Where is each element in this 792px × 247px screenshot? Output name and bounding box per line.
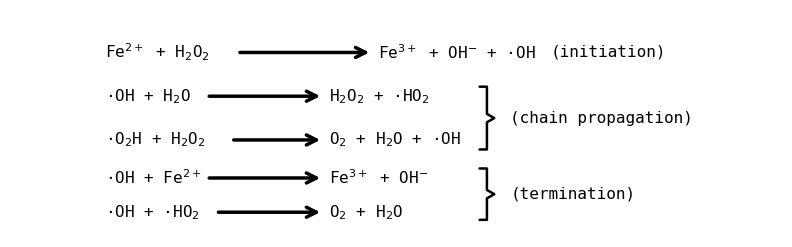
Text: ·OH + ·HO$_2$: ·OH + ·HO$_2$	[105, 203, 200, 222]
Text: ·O$_2$H + H$_2$O$_2$: ·O$_2$H + H$_2$O$_2$	[105, 131, 206, 149]
Text: ·OH + H$_2$O: ·OH + H$_2$O	[105, 87, 191, 105]
Text: O$_2$ + H$_2$O + ·OH: O$_2$ + H$_2$O + ·OH	[329, 131, 461, 149]
Text: H$_2$O$_2$ + ·HO$_2$: H$_2$O$_2$ + ·HO$_2$	[329, 87, 430, 105]
Text: Fe$^{3+}$ + OH$^{-}$: Fe$^{3+}$ + OH$^{-}$	[329, 169, 428, 187]
Text: Fe$^{3+}$ + OH$^{-}$ + ·OH: Fe$^{3+}$ + OH$^{-}$ + ·OH	[379, 43, 536, 62]
Text: Fe$^{2+}$ + H$_2$O$_2$: Fe$^{2+}$ + H$_2$O$_2$	[105, 42, 210, 63]
Text: (termination): (termination)	[510, 187, 635, 202]
Text: ·OH + Fe$^{2+}$: ·OH + Fe$^{2+}$	[105, 169, 202, 187]
Text: (chain propagation): (chain propagation)	[510, 111, 693, 125]
Text: (initiation): (initiation)	[550, 45, 665, 60]
Text: O$_2$ + H$_2$O: O$_2$ + H$_2$O	[329, 203, 403, 222]
